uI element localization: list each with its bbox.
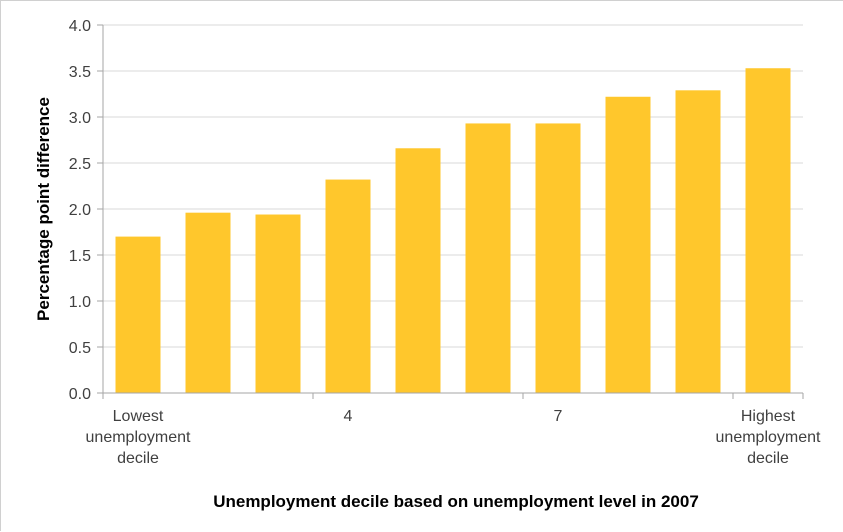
x-axis-title: Unemployment decile based on unemploymen… [213,492,699,511]
y-tick-label: 3.5 [69,64,91,81]
bars [115,68,791,394]
axes [97,24,804,399]
y-tick-label: 2.5 [69,156,91,173]
x-tick-label: Highest unemployment decile [716,408,822,467]
y-tick-labels: 0.0 0.5 1.0 1.5 2.0 2.5 3.0 3.5 4.0 [69,18,91,403]
y-tick-label: 3.0 [69,110,91,127]
y-tick-label: 0.0 [69,386,91,403]
bar [255,214,301,393]
bar [605,96,651,393]
bar [675,90,721,393]
y-tick-label: 0.5 [69,340,91,357]
bar [745,68,791,394]
y-tick-label: 1.5 [69,248,91,265]
x-tick-label: Lowest unemployment decile [86,408,192,467]
bar [395,148,441,393]
bar [465,123,511,393]
y-axis-title: Percentage point difference [34,97,53,321]
bar [535,123,581,393]
x-tick-label: 7 [554,408,563,425]
bar [115,236,161,393]
bar [185,212,231,393]
y-tick-label: 1.0 [69,294,91,311]
bar [325,179,371,393]
y-tick-label: 2.0 [69,202,91,219]
y-tick-label: 4.0 [69,18,91,35]
x-tick-labels: Lowest unemployment decile 4 7 Highest unemplo… [86,408,822,467]
x-tick-label: 4 [344,408,353,425]
